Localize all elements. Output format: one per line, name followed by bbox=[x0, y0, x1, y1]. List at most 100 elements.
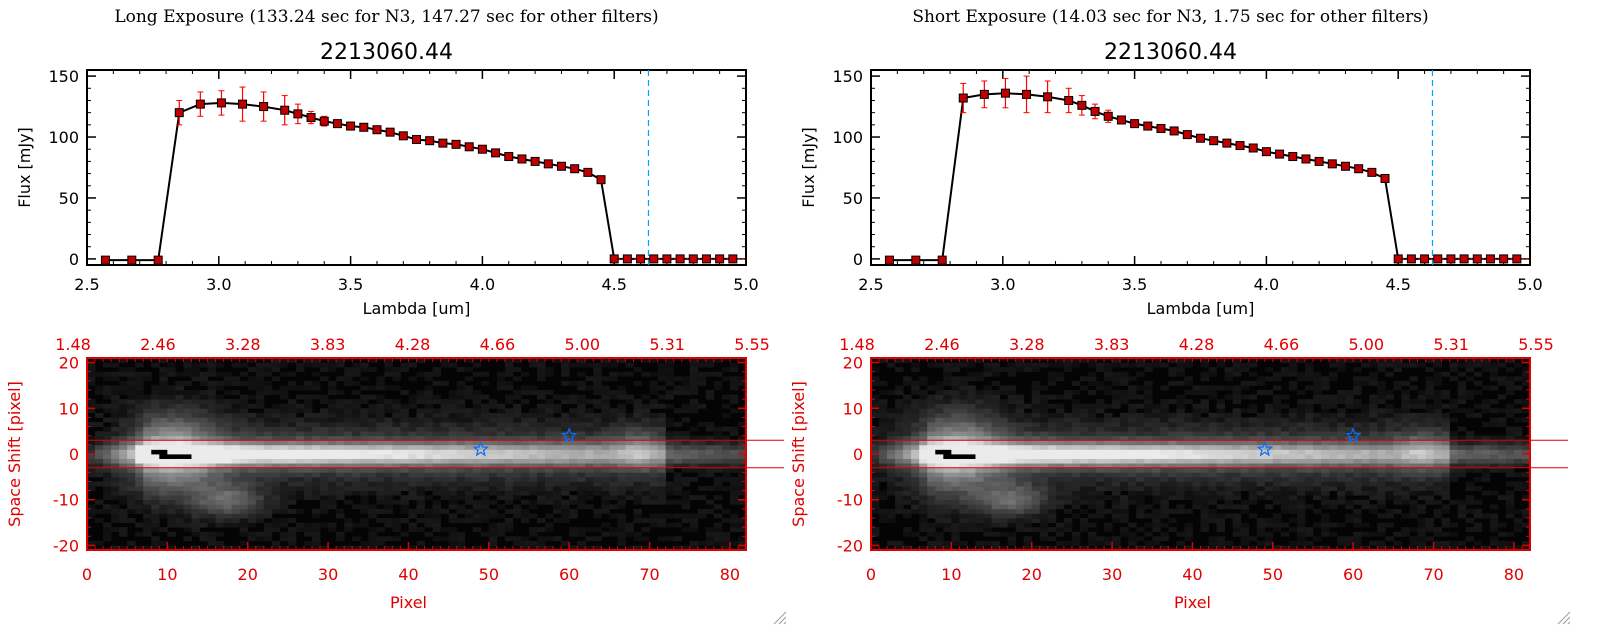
image-pixel bbox=[231, 426, 241, 432]
image-pixel bbox=[135, 454, 144, 459]
image-pixel bbox=[737, 490, 747, 496]
image-pixel bbox=[472, 371, 482, 377]
image-pixel bbox=[151, 435, 160, 441]
image-pixel bbox=[400, 476, 409, 482]
image-pixel bbox=[167, 490, 176, 496]
image-pixel bbox=[279, 536, 289, 542]
image-pixel bbox=[943, 486, 952, 491]
image-pixel bbox=[1104, 371, 1113, 377]
image-pixel bbox=[1039, 362, 1049, 368]
image-pixel bbox=[1023, 362, 1033, 368]
image-pixel bbox=[199, 380, 208, 386]
image-pixel bbox=[223, 458, 233, 464]
image-pixel bbox=[1039, 435, 1049, 441]
image-pixel bbox=[1047, 394, 1057, 400]
image-pixel bbox=[1087, 408, 1097, 414]
image-pixel bbox=[903, 527, 912, 533]
image-pixel bbox=[279, 490, 289, 496]
image-pixel bbox=[1272, 486, 1282, 491]
image-pixel bbox=[1015, 435, 1025, 441]
image-pixel bbox=[633, 399, 642, 405]
image-pixel bbox=[577, 408, 586, 414]
image-pixel bbox=[247, 481, 257, 487]
image-pixel bbox=[1096, 463, 1105, 469]
image-pixel bbox=[432, 476, 442, 482]
image-pixel bbox=[609, 486, 618, 491]
image-pixel bbox=[1200, 403, 1209, 409]
image-pixel bbox=[617, 472, 626, 478]
image-pixel bbox=[1160, 481, 1169, 487]
image-pixel bbox=[103, 467, 112, 473]
image-pixel bbox=[1192, 390, 1201, 395]
image-pixel bbox=[553, 472, 562, 478]
image-pixel bbox=[1071, 531, 1081, 537]
image-pixel bbox=[553, 454, 562, 459]
image-pixel bbox=[729, 449, 739, 455]
image-pixel bbox=[1176, 504, 1185, 510]
image-pixel bbox=[1071, 490, 1081, 496]
image-pixel bbox=[512, 476, 522, 482]
image-pixel bbox=[279, 408, 289, 414]
image-pixel bbox=[1232, 431, 1242, 437]
image-pixel bbox=[1063, 367, 1073, 373]
image-pixel bbox=[223, 508, 233, 514]
image-pixel bbox=[368, 486, 377, 491]
image-pixel bbox=[1144, 408, 1153, 414]
image-pixel bbox=[312, 422, 321, 427]
image-pixel bbox=[633, 449, 642, 455]
image-pixel bbox=[432, 508, 442, 514]
image-pixel bbox=[1208, 495, 1217, 501]
image-pixel bbox=[1063, 467, 1073, 473]
image-pixel bbox=[601, 362, 610, 368]
image-pixel bbox=[143, 440, 152, 446]
image-pixel bbox=[255, 417, 265, 423]
image-pixel bbox=[729, 426, 739, 432]
image-pixel bbox=[255, 545, 265, 551]
image-pixel bbox=[879, 431, 888, 437]
image-pixel bbox=[199, 394, 208, 400]
image-pixel bbox=[569, 408, 578, 414]
image-pixel bbox=[400, 426, 409, 432]
data-point bbox=[1043, 92, 1053, 102]
image-pixel bbox=[199, 371, 208, 377]
image-pixel bbox=[247, 508, 257, 514]
image-pixel bbox=[464, 390, 474, 395]
image-pixel bbox=[456, 476, 466, 482]
image-pixel bbox=[416, 390, 425, 395]
image-pixel bbox=[911, 508, 920, 514]
image-pixel bbox=[1031, 385, 1041, 391]
image-pixel bbox=[376, 440, 385, 446]
image-pixel bbox=[287, 508, 297, 514]
image-pixel bbox=[1176, 458, 1185, 464]
image-pixel bbox=[1120, 362, 1129, 368]
image-pixel bbox=[1015, 362, 1025, 368]
image-pixel bbox=[871, 435, 880, 441]
x-tick-label: 2.5 bbox=[858, 275, 883, 294]
image-pixel bbox=[336, 403, 345, 409]
image-pixel bbox=[967, 362, 976, 368]
image-pixel bbox=[1128, 495, 1137, 501]
image-pixel bbox=[432, 435, 442, 441]
image-pixel bbox=[633, 431, 642, 437]
image-pixel bbox=[360, 463, 369, 469]
x-tick-label: 2.5 bbox=[74, 275, 99, 294]
image-pixel bbox=[392, 422, 401, 427]
image-pixel bbox=[1216, 486, 1226, 491]
data-point bbox=[1380, 173, 1390, 183]
image-pixel bbox=[1063, 476, 1073, 482]
image-pixel bbox=[593, 367, 602, 373]
image-pixel bbox=[927, 385, 936, 391]
image-pixel bbox=[721, 518, 731, 523]
image-pixel bbox=[143, 513, 152, 519]
image-pixel bbox=[1112, 458, 1121, 464]
image-pixel bbox=[103, 527, 112, 533]
image-pixel bbox=[951, 508, 960, 514]
image-pixel bbox=[207, 454, 216, 459]
image-pixel bbox=[1023, 504, 1033, 510]
image-pixel bbox=[983, 454, 992, 459]
image-pixel bbox=[215, 454, 225, 459]
image-pixel bbox=[983, 444, 992, 450]
data-point bbox=[1077, 100, 1087, 110]
image-pixel bbox=[376, 527, 385, 533]
image-pixel bbox=[1208, 467, 1217, 473]
